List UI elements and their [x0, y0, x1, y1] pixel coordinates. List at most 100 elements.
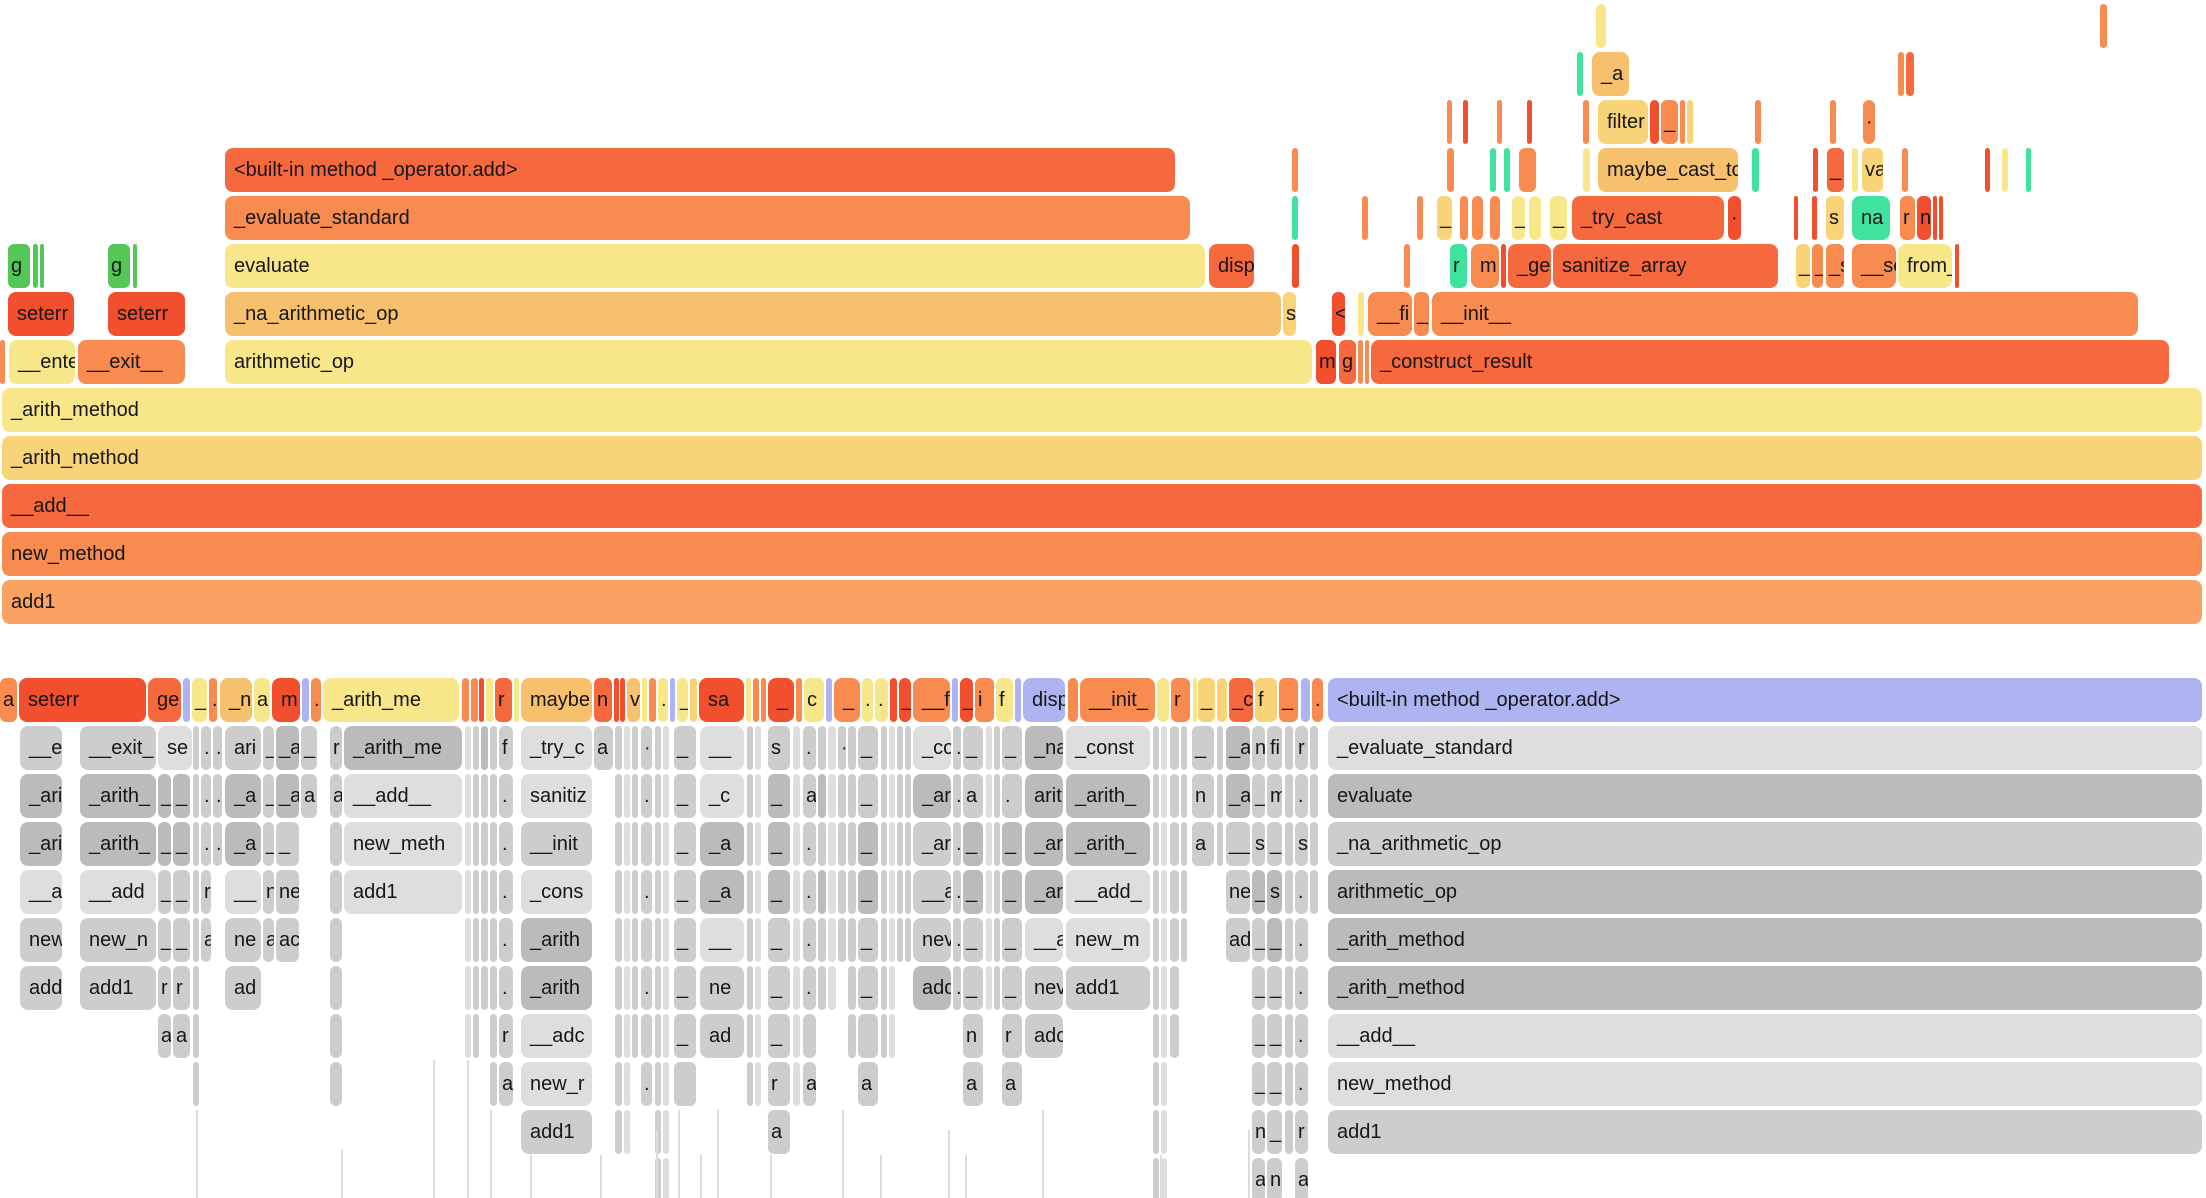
frame-sliver[interactable]: _: [768, 774, 790, 818]
frame-bar-a[interactable]: a: [254, 678, 270, 722]
frame-sliver[interactable]: [1285, 822, 1293, 866]
frame-sliver[interactable]: [1285, 1110, 1293, 1154]
frame-sliver[interactable]: [481, 918, 488, 962]
frame-sliver[interactable]: [905, 918, 911, 962]
frame-sliver[interactable]: .: [201, 822, 211, 866]
frame-bar-a[interactable]: a: [1192, 822, 1214, 866]
frame-bar-r[interactable]: r: [1171, 678, 1190, 722]
frame-bar-add1[interactable]: add1: [1066, 966, 1150, 1010]
frame-bar-arith-me[interactable]: _arith_me: [323, 678, 459, 722]
frame-sliver[interactable]: [1161, 822, 1167, 866]
frame-sliver[interactable]: _: [834, 678, 860, 722]
frame-sliver[interactable]: [755, 822, 761, 866]
frame-sliver[interactable]: [479, 678, 484, 722]
frame-bar-sanitiz[interactable]: sanitiz: [521, 774, 592, 818]
frame-bar-ne[interactable]: ne: [276, 870, 299, 914]
frame-sliver[interactable]: _: [674, 1014, 696, 1058]
frame-sliver[interactable]: [838, 918, 846, 962]
frame-sliver[interactable]: [1527, 100, 1532, 144]
frame-bar-try-cast[interactable]: _try_cast: [1572, 196, 1724, 240]
frame-sliver[interactable]: [1170, 966, 1179, 1010]
frame-sliver[interactable]: [1680, 100, 1685, 144]
frame-sliver[interactable]: _: [1252, 966, 1265, 1010]
frame-bar-add[interactable]: __add__: [344, 774, 462, 818]
frame-bar-r[interactable]: r: [158, 966, 171, 1010]
frame-bar-a[interactable]: a: [263, 918, 274, 962]
frame-sliver[interactable]: [1170, 870, 1179, 914]
frame-sliver[interactable]: [1301, 678, 1310, 722]
frame-sliver[interactable]: _: [1002, 966, 1022, 1010]
frame-bar-init[interactable]: __init: [521, 822, 592, 866]
frame-sliver[interactable]: .: [499, 918, 513, 962]
frame-sliver[interactable]: [1193, 678, 1197, 722]
frame-sliver[interactable]: [193, 1014, 199, 1058]
frame-sliver[interactable]: [490, 966, 497, 1010]
frame-sliver[interactable]: [624, 870, 630, 914]
frame-sliver[interactable]: _: [768, 870, 790, 914]
frame-bar-n[interactable]: n: [1252, 1110, 1265, 1154]
frame-sliver[interactable]: .: [1295, 1062, 1308, 1106]
frame-sliver[interactable]: [1217, 726, 1223, 770]
frame-sliver[interactable]: [848, 870, 856, 914]
frame-sliver[interactable]: .: [499, 966, 513, 1010]
frame-sliver[interactable]: [1292, 196, 1298, 240]
frame-sliver[interactable]: [848, 1014, 856, 1058]
frame-bar-ar[interactable]: _ar: [913, 822, 951, 866]
frame-sliver[interactable]: _: [963, 870, 983, 914]
frame-sliver[interactable]: [193, 918, 199, 962]
frame-sliver[interactable]: [481, 966, 488, 1010]
frame-sliver[interactable]: [655, 1014, 661, 1058]
frame-sliver[interactable]: [1650, 100, 1659, 144]
frame-bar-ar[interactable]: _ar: [1025, 822, 1063, 866]
frame-bar-new-method[interactable]: new_method: [1328, 1062, 2202, 1106]
frame-sliver[interactable]: _: [1437, 196, 1452, 240]
frame-sliver[interactable]: .: [1295, 1014, 1308, 1058]
frame-sliver[interactable]: [755, 774, 761, 818]
frame-sliver[interactable]: [897, 918, 903, 962]
frame-sliver[interactable]: _: [173, 774, 190, 818]
frame-sliver[interactable]: [641, 1014, 652, 1058]
frame-bar-ac[interactable]: ac: [276, 918, 299, 962]
frame-sliver[interactable]: [193, 726, 199, 770]
frame-sliver[interactable]: _: [1002, 870, 1022, 914]
frame-sliver[interactable]: .: [1312, 678, 1323, 722]
frame-sliver[interactable]: [1285, 1014, 1293, 1058]
frame-sliver[interactable]: [632, 822, 638, 866]
frame-bar-ar[interactable]: _ar: [913, 774, 951, 818]
frame-bar-new-method[interactable]: new_method: [2, 532, 2202, 576]
frame-sliver[interactable]: [1906, 52, 1914, 96]
frame-sliver[interactable]: [490, 870, 497, 914]
frame-sliver[interactable]: [818, 726, 826, 770]
frame-sliver[interactable]: _: [674, 966, 696, 1010]
frame-sliver[interactable]: [1217, 822, 1223, 866]
frame-bar-arit[interactable]: _arit: [20, 822, 62, 866]
frame-bar-m[interactable]: m: [272, 678, 300, 722]
frame-sliver[interactable]: __: [700, 726, 744, 770]
frame-sliver[interactable]: .: [499, 870, 513, 914]
frame-sliver[interactable]: [828, 822, 836, 866]
frame-bar-arithmetic-op[interactable]: arithmetic_op: [1328, 870, 2202, 914]
frame-sliver[interactable]: .: [499, 774, 513, 818]
frame-sliver[interactable]: [747, 918, 753, 962]
frame-bar-na-arithmetic-op[interactable]: _na_arithmetic_op: [1328, 822, 2202, 866]
frame-bar-a[interactable]: __a: [1025, 918, 1063, 962]
frame-bar-na[interactable]: na: [1852, 196, 1890, 240]
frame-bar-evaluate[interactable]: evaluate: [225, 244, 1205, 288]
frame-sliver[interactable]: [1955, 244, 1959, 288]
frame-sliver[interactable]: [1830, 100, 1836, 144]
frame-sliver[interactable]: _: [263, 774, 274, 818]
frame-bar-n[interactable]: _n: [220, 678, 252, 722]
frame-sliver[interactable]: [889, 726, 895, 770]
frame-bar-r[interactable]: r: [1295, 1110, 1308, 1154]
frame-bar-add[interactable]: __add_: [1066, 870, 1150, 914]
frame-sliver[interactable]: [986, 726, 992, 770]
frame-sliver[interactable]: .: [1002, 774, 1022, 818]
frame-sliver[interactable]: [1170, 726, 1179, 770]
frame-bar-arith[interactable]: _arith_: [80, 774, 156, 818]
frame-bar-n[interactable]: n: [263, 870, 274, 914]
frame-sliver[interactable]: [803, 1014, 816, 1058]
frame-sliver[interactable]: [793, 918, 800, 962]
frame-bar-n[interactable]: n: [963, 1014, 983, 1058]
frame-bar-a[interactable]: a: [803, 1062, 816, 1106]
frame-sliver[interactable]: _: [768, 1014, 790, 1058]
